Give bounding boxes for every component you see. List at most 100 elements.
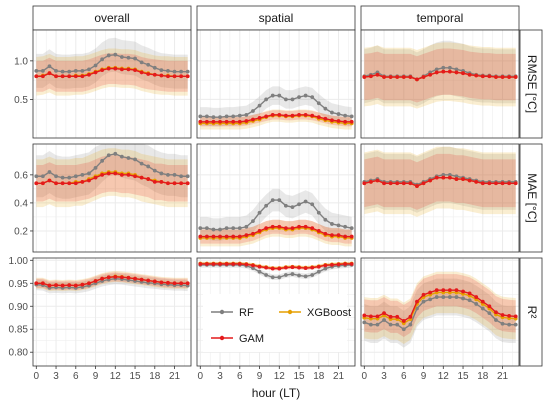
data-point-rf: [152, 168, 157, 173]
data-point-gam: [237, 262, 242, 266]
data-point-gam: [237, 119, 242, 124]
data-point-gam: [415, 184, 419, 188]
data-point-rf: [487, 311, 492, 316]
data-point-rf: [73, 68, 78, 73]
data-point-gam: [119, 275, 124, 280]
data-point-gam: [152, 72, 157, 77]
data-point-gam: [40, 74, 45, 79]
data-point-gam: [244, 233, 249, 238]
panel-border: [360, 257, 520, 367]
y-tick-label: 1.00: [9, 256, 29, 267]
data-point-gam: [401, 319, 406, 323]
data-point-rf: [133, 56, 137, 61]
data-point-rf: [244, 112, 249, 117]
y-tick-label: 0.85: [9, 325, 29, 336]
ribbon-xgboost: [364, 146, 516, 217]
x-tick-label: 0: [198, 371, 204, 382]
data-point-rf: [185, 174, 190, 179]
x-tick-label: 0: [362, 371, 368, 382]
data-point-rf: [454, 67, 459, 72]
data-point-gam: [34, 281, 39, 286]
data-point-rf: [447, 295, 452, 299]
data-point-gam: [447, 69, 452, 74]
y-tick-label: 0.95: [9, 279, 29, 290]
data-point-rf: [428, 297, 433, 302]
data-point-gam: [60, 283, 65, 288]
data-point-gam: [283, 226, 288, 231]
data-point-rf: [375, 322, 380, 327]
data-point-gam: [330, 262, 334, 267]
data-point-gam: [204, 234, 209, 239]
data-point-gam: [277, 112, 282, 117]
data-point-gam: [204, 119, 209, 124]
data-point-rf: [231, 114, 236, 119]
data-point-gam: [349, 262, 354, 266]
data-point-gam: [434, 288, 439, 293]
data-point-rf: [251, 266, 255, 271]
data-point-gam: [303, 224, 308, 229]
data-point-rf: [67, 175, 72, 180]
data-point-rf: [159, 68, 164, 73]
data-point-gam: [172, 74, 177, 79]
data-point-gam: [166, 280, 170, 285]
data-point-gam: [146, 177, 151, 181]
data-point-rf: [204, 114, 209, 119]
data-point-rf: [330, 110, 334, 115]
data-point-rf: [133, 157, 137, 162]
ribbon-rf: [364, 40, 516, 107]
data-point-rf: [139, 161, 144, 166]
data-point-rf: [251, 109, 255, 113]
data-point-gam: [330, 118, 334, 123]
data-point-gam: [368, 314, 373, 319]
data-point-rf: [494, 318, 498, 322]
data-point-gam: [343, 234, 348, 239]
data-point-gam: [507, 314, 512, 318]
data-point-gam: [316, 115, 321, 120]
data-point-rf: [303, 274, 308, 279]
strip-spatial: [196, 5, 356, 31]
data-point-gam: [408, 314, 413, 319]
data-point-gam: [34, 181, 39, 186]
data-point-gam: [40, 281, 45, 286]
data-point-gam: [388, 181, 393, 186]
data-point-gam: [179, 281, 184, 286]
data-point-gam: [447, 288, 452, 293]
data-point-rf: [93, 63, 98, 68]
legend-key-point-gam: [219, 335, 225, 341]
data-point-rf: [113, 151, 118, 156]
data-point-gam: [441, 175, 446, 180]
data-point-gam: [257, 229, 262, 233]
data-point-gam: [40, 181, 45, 186]
data-point-rf: [126, 55, 131, 60]
data-point-rf: [185, 69, 190, 74]
data-point-gam: [316, 264, 321, 269]
data-point-rf: [441, 172, 446, 177]
data-point-gam: [461, 177, 465, 181]
data-point-rf: [310, 273, 315, 277]
data-point-rf: [290, 272, 295, 276]
data-point-gam: [323, 116, 328, 121]
strip-overall: [32, 5, 192, 31]
data-point-gam: [395, 314, 400, 319]
data-point-gam: [382, 75, 386, 79]
data-point-rf: [283, 97, 288, 102]
data-point-gam: [133, 174, 137, 179]
data-point-gam: [257, 116, 262, 120]
data-point-gam: [60, 181, 65, 186]
data-point-gam: [428, 72, 433, 77]
data-point-gam: [480, 299, 485, 304]
data-point-rf: [264, 97, 269, 102]
panel-border: [196, 143, 356, 253]
data-point-rf: [119, 55, 124, 59]
data-point-rf: [474, 302, 479, 306]
legend-label-rf: RF: [239, 307, 254, 319]
data-point-rf: [179, 174, 184, 179]
data-point-rf: [119, 154, 124, 159]
data-point-rf: [60, 175, 65, 180]
data-point-gam: [87, 178, 91, 183]
data-point-gam: [375, 178, 380, 183]
data-point-gam: [494, 181, 498, 186]
ribbon-xgboost: [364, 42, 516, 109]
data-point-gam: [323, 263, 328, 268]
data-point-rf: [454, 174, 459, 179]
